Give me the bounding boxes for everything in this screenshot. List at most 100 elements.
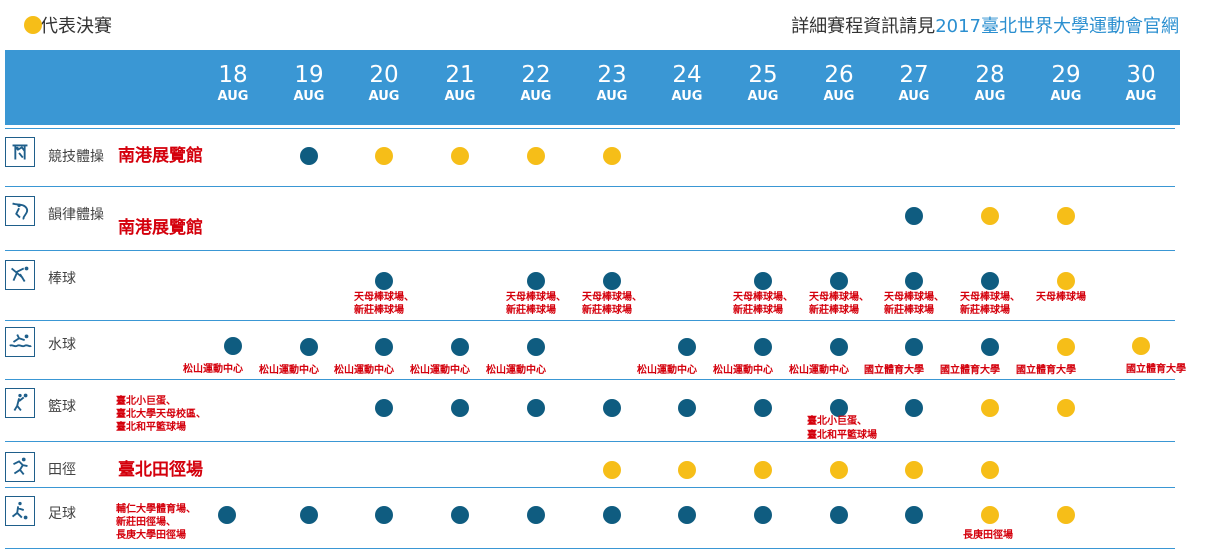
rhythmic-gymnastics-icon [5, 196, 35, 226]
event-venue: 新莊棒球場 [582, 305, 632, 316]
date-day: 22 [521, 62, 551, 88]
date-day: 18 [218, 62, 248, 88]
gymnastics-icon [5, 137, 35, 167]
prelim-event-dot [527, 506, 545, 524]
prelim-event-dot [527, 399, 545, 417]
final-event-dot [1057, 207, 1075, 225]
prelim-event-dot [678, 506, 696, 524]
date-month: AUG [293, 89, 325, 104]
date-19: 19 AUG [279, 62, 339, 106]
final-event-dot [830, 461, 848, 479]
event-venue: 天母棒球場、 [884, 292, 944, 303]
date-month: AUG [898, 89, 930, 104]
prelim-event-dot [830, 272, 848, 290]
sport-name: 棒球 [48, 271, 76, 287]
sport-name: 水球 [48, 337, 76, 353]
final-event-dot [905, 461, 923, 479]
prelim-event-dot [451, 399, 469, 417]
prelim-event-dot [830, 338, 848, 356]
athletics-icon [5, 452, 35, 482]
date-month: AUG [974, 89, 1006, 104]
date-day: 21 [445, 62, 475, 88]
baseball-icon [5, 260, 35, 290]
row-divider [5, 379, 1175, 380]
prelim-event-dot [754, 338, 772, 356]
final-event-dot [1057, 272, 1075, 290]
event-venue: 松山運動中心 [410, 365, 470, 376]
final-event-dot [754, 461, 772, 479]
prelim-event-dot [905, 207, 923, 225]
event-venue: 新莊棒球場 [354, 305, 404, 316]
prelim-event-dot [300, 338, 318, 356]
event-venue: 松山運動中心 [637, 365, 697, 376]
date-27: 27 AUG [884, 62, 944, 106]
prelim-event-dot [905, 399, 923, 417]
prelim-event-dot [375, 506, 393, 524]
date-21: 21 AUG [430, 62, 490, 106]
prelim-event-dot [754, 506, 772, 524]
legend: 代表決賽 [24, 12, 112, 38]
prelim-event-dot [678, 338, 696, 356]
prelim-event-dot [451, 338, 469, 356]
date-26: 26 AUG [809, 62, 869, 106]
row-divider [5, 548, 1175, 549]
date-month: AUG [1125, 89, 1157, 104]
sport-name: 韻律體操 [48, 207, 104, 223]
date-day: 26 [824, 62, 854, 88]
sport-venue: 臺北田徑場 [118, 460, 203, 480]
football-icon [5, 496, 35, 526]
prelim-event-dot [300, 147, 318, 165]
date-18: 18 AUG [203, 62, 263, 106]
final-event-dot [981, 207, 999, 225]
event-venue: 天母棒球場、 [506, 292, 566, 303]
sport-venue-line: 輔仁大學體育場、 [116, 504, 196, 515]
event-venue: 天母棒球場、 [960, 292, 1020, 303]
event-venue: 新莊棒球場 [884, 305, 934, 316]
prelim-event-dot [905, 506, 923, 524]
prelim-event-dot [603, 399, 621, 417]
date-20: 20 AUG [354, 62, 414, 106]
event-venue: 松山運動中心 [713, 365, 773, 376]
prelim-event-dot [375, 338, 393, 356]
event-venue: 臺北小巨蛋、 [807, 416, 867, 427]
prelim-event-dot [830, 506, 848, 524]
sport-name: 籃球 [48, 399, 76, 415]
final-legend-dot [24, 16, 42, 34]
date-month: AUG [368, 89, 400, 104]
date-month: AUG [520, 89, 552, 104]
sport-name: 競技體操 [48, 149, 104, 165]
sport-name: 足球 [48, 506, 76, 522]
date-day: 25 [748, 62, 778, 88]
final-event-dot [603, 461, 621, 479]
event-venue: 新莊棒球場 [809, 305, 859, 316]
schedule-note: 詳細賽程資訊請見2017臺北世界大學運動會官網 [791, 12, 1179, 38]
final-event-dot [1057, 399, 1075, 417]
prelim-event-dot [981, 338, 999, 356]
event-venue: 松山運動中心 [183, 364, 243, 375]
final-event-dot [375, 147, 393, 165]
row-divider [5, 487, 1175, 488]
event-venue: 新莊棒球場 [733, 305, 783, 316]
sport-venue: 南港展覽館 [118, 218, 203, 238]
event-venue: 天母棒球場、 [354, 292, 414, 303]
row-divider [5, 441, 1175, 442]
date-25: 25 AUG [733, 62, 793, 106]
date-header: 18 AUG 19 AUG 20 AUG 21 AUG 22 AUG 23 AUG 24 AUG 25 AUG… [5, 50, 1180, 125]
date-day: 29 [1051, 62, 1081, 88]
date-day: 30 [1126, 62, 1156, 88]
date-28: 28 AUG [960, 62, 1020, 106]
prelim-event-dot [754, 272, 772, 290]
date-month: AUG [217, 89, 249, 104]
event-venue: 新莊棒球場 [506, 305, 556, 316]
official-site-link[interactable]: 2017臺北世界大學運動會官網 [935, 16, 1179, 37]
date-23: 23 AUG [582, 62, 642, 106]
final-event-dot [981, 506, 999, 524]
event-venue: 松山運動中心 [789, 365, 849, 376]
note-prefix: 詳細賽程資訊請見 [791, 16, 936, 37]
prelim-event-dot [830, 399, 848, 417]
prelim-event-dot [905, 338, 923, 356]
date-day: 23 [597, 62, 627, 88]
row-divider [5, 128, 1175, 129]
date-month: AUG [747, 89, 779, 104]
final-event-dot [981, 399, 999, 417]
